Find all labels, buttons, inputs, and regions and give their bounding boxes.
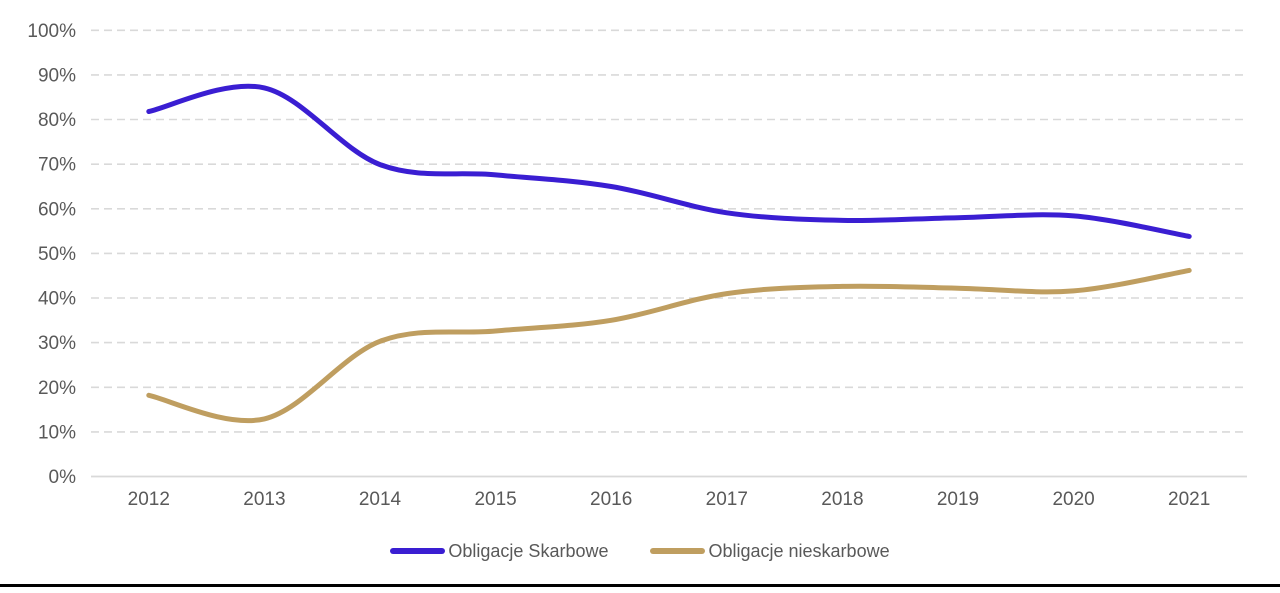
- gridlines: [91, 29, 1247, 433]
- y-axis-tick-label: 30%: [38, 333, 76, 354]
- bottom-divider-bar: [0, 584, 1280, 587]
- x-axis-tick-label: 2014: [359, 489, 402, 510]
- legend-swatch-obligacje-nieskarbowe: [650, 548, 706, 554]
- y-axis-tick-label: 90%: [38, 65, 76, 86]
- x-axis-tick-label: 2018: [821, 489, 863, 510]
- y-axis-tick-label: 60%: [38, 199, 76, 220]
- series-line-1: [146, 267, 1192, 424]
- x-axis-tick-label: 2016: [590, 489, 632, 510]
- y-axis-tick-label: 10%: [38, 422, 76, 443]
- x-axis-tick-label: 2017: [706, 489, 748, 510]
- series-line-0: [146, 83, 1192, 239]
- legend-item-obligacje-nieskarbowe: Obligacje nieskarbowe: [650, 540, 890, 562]
- x-axis-labels: 2012 2013 2014 2015 2016 2017 2018 2019 2020 2021: [128, 489, 1211, 510]
- series-lines: [146, 83, 1192, 424]
- x-axis-tick-label: 2015: [474, 489, 516, 510]
- x-axis-tick-label: 2020: [1052, 489, 1094, 510]
- chart-legend: Obligacje Skarbowe Obligacje nieskarbowe: [0, 538, 1280, 564]
- y-axis-tick-label: 50%: [38, 244, 76, 265]
- x-axis-tick-label: 2012: [128, 489, 170, 510]
- y-axis-tick-label: 0%: [49, 467, 77, 488]
- y-axis-tick-label: 70%: [38, 155, 76, 176]
- x-axis-tick-label: 2013: [243, 489, 285, 510]
- y-axis-tick-label: 80%: [38, 110, 76, 131]
- x-axis-tick-label: 2019: [937, 489, 979, 510]
- y-axis-labels: 0% 10% 20% 30% 40% 50% 60% 70% 80% 90% 100%: [27, 21, 76, 488]
- legend-label-obligacje-nieskarbowe: Obligacje nieskarbowe: [708, 540, 890, 561]
- y-axis-tick-label: 20%: [38, 378, 76, 399]
- legend-item-obligacje-skarbowe: Obligacje Skarbowe: [390, 541, 608, 562]
- x-axis-tick-label: 2021: [1168, 489, 1210, 510]
- legend-label-obligacje-skarbowe: Obligacje Skarbowe: [448, 540, 609, 561]
- y-axis-tick-label: 40%: [38, 289, 76, 310]
- y-axis-tick-label: 100%: [27, 21, 76, 42]
- legend-swatch-obligacje-skarbowe: [390, 548, 446, 554]
- line-chart-svg: 0%10%20%30%40%50%60%70%80%90%100% 2012 20…: [27, 21, 1247, 510]
